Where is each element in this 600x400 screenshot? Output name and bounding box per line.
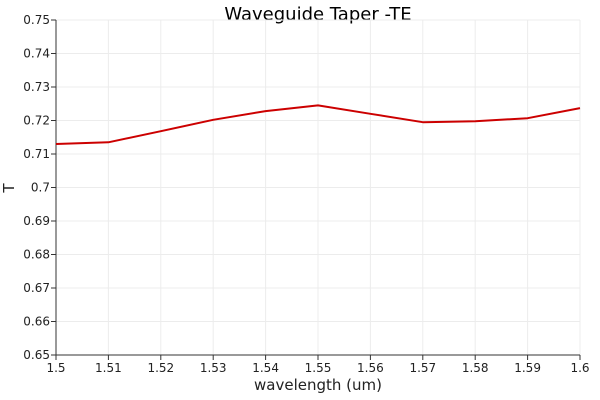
y-tick-label: 0.71 bbox=[23, 147, 50, 161]
x-tick-label: 1.58 bbox=[462, 361, 489, 375]
x-tick-label: 1.56 bbox=[357, 361, 384, 375]
y-ticks: 0.65 0.66 0.67 0.68 0.69 0.7 0.71 0.72 0.73 0.74 0… bbox=[23, 13, 56, 362]
x-tick-label: 1.52 bbox=[147, 361, 174, 375]
series-line bbox=[55, 104, 581, 145]
series-layer bbox=[55, 104, 581, 145]
y-tick-label: 0.65 bbox=[23, 348, 50, 362]
x-tick-label: 1.5 bbox=[46, 361, 65, 375]
y-tick-label: 0.69 bbox=[23, 214, 50, 228]
x-tick-label: 1.59 bbox=[514, 361, 541, 375]
y-tick-label: 0.7 bbox=[31, 181, 50, 195]
x-axis-label: wavelength (um) bbox=[254, 376, 382, 394]
x-tick-label: 1.54 bbox=[252, 361, 279, 375]
y-tick-label: 0.72 bbox=[23, 114, 50, 128]
y-tick-label: 0.73 bbox=[23, 80, 50, 94]
x-tick-label: 1.6 bbox=[570, 361, 589, 375]
y-tick-label: 0.75 bbox=[23, 13, 50, 27]
y-axis-label: T bbox=[0, 183, 18, 194]
grid bbox=[55, 19, 581, 356]
x-tick-label: 1.51 bbox=[95, 361, 122, 375]
x-tick-label: 1.57 bbox=[409, 361, 436, 375]
y-tick-label: 0.67 bbox=[23, 281, 50, 295]
x-tick-label: 1.55 bbox=[305, 361, 332, 375]
x-tick-label: 1.53 bbox=[200, 361, 227, 375]
y-tick-label: 0.68 bbox=[23, 248, 50, 262]
x-ticks: 1.5 1.51 1.52 1.53 1.54 1.55 1.56 1.57 1.58 1.59 1… bbox=[46, 355, 590, 375]
y-tick-label: 0.66 bbox=[23, 315, 50, 329]
y-tick-label: 0.74 bbox=[23, 47, 50, 61]
